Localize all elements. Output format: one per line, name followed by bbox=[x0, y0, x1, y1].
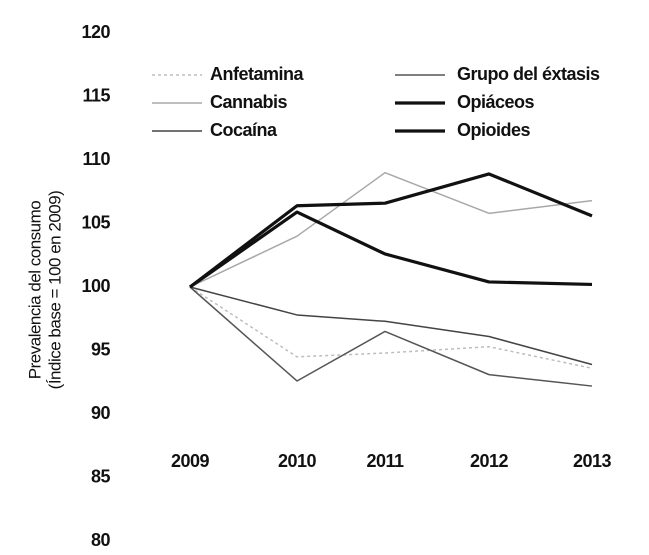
y-tick-label: 100 bbox=[81, 276, 110, 296]
legend-label: Grupo del éxtasis bbox=[457, 64, 600, 84]
series-line bbox=[189, 286, 593, 370]
y-tick-label: 105 bbox=[81, 212, 110, 232]
y-tick-label: 115 bbox=[82, 85, 110, 105]
y-tick-label: 95 bbox=[91, 339, 111, 359]
series-line bbox=[189, 171, 593, 288]
x-tick-label: 2013 bbox=[573, 451, 612, 471]
legend-label: Opioides bbox=[457, 120, 530, 140]
y-tick-label: 80 bbox=[91, 530, 111, 550]
y-tick-label: 90 bbox=[91, 403, 111, 423]
series-line bbox=[189, 286, 593, 387]
legend-label: Cannabis bbox=[210, 92, 288, 112]
x-tick-label: 2012 bbox=[470, 451, 509, 471]
series-line bbox=[189, 172, 593, 289]
series-line bbox=[189, 286, 593, 366]
legend-label: Cocaína bbox=[210, 120, 278, 140]
y-axis-label-line: Prevalencia del consumo bbox=[25, 201, 44, 379]
y-tick-label: 110 bbox=[82, 149, 110, 169]
legend-label: Opiáceos bbox=[457, 92, 535, 112]
y-axis-label-line: (Índice base = 100 en 2009) bbox=[45, 191, 64, 390]
x-tick-label: 2010 bbox=[278, 451, 317, 471]
y-tick-label: 85 bbox=[91, 466, 111, 486]
x-tick-label: 2009 bbox=[171, 451, 210, 471]
legend-label: Anfetamina bbox=[210, 64, 305, 84]
x-tick-label: 2011 bbox=[366, 451, 404, 471]
y-tick-label: 120 bbox=[81, 22, 110, 42]
y-axis-label: Prevalencia del consumo (Índice base = 1… bbox=[25, 191, 64, 390]
series-line bbox=[189, 210, 593, 289]
